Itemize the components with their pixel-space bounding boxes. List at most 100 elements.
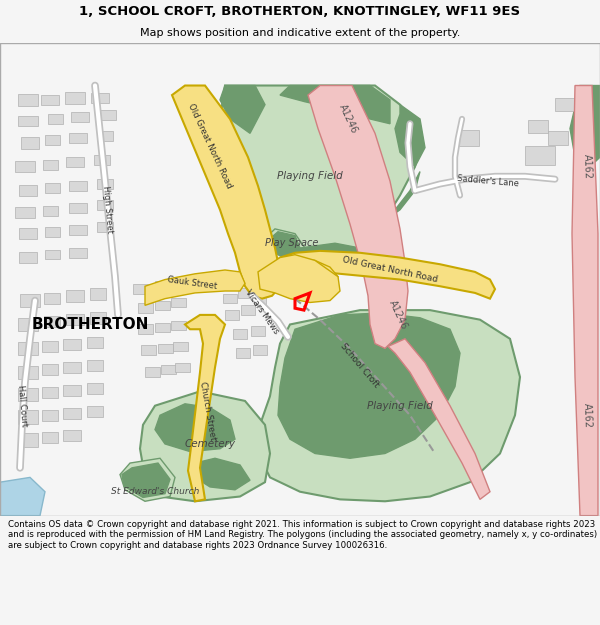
Polygon shape <box>155 404 235 452</box>
Bar <box>63 408 81 419</box>
Text: A1246: A1246 <box>387 299 409 331</box>
Bar <box>42 341 58 352</box>
Bar <box>525 146 555 165</box>
Bar <box>100 111 116 120</box>
Bar <box>15 161 35 172</box>
Text: 1, SCHOOL CROFT, BROTHERTON, KNOTTINGLEY, WF11 9ES: 1, SCHOOL CROFT, BROTHERTON, KNOTTINGLEY… <box>79 6 521 18</box>
Polygon shape <box>388 339 490 499</box>
Bar <box>137 303 152 313</box>
Text: Playing Field: Playing Field <box>367 401 433 411</box>
Text: Hall Court: Hall Court <box>16 384 28 427</box>
Bar <box>42 409 58 421</box>
Bar <box>251 326 265 336</box>
Bar <box>223 294 237 303</box>
Polygon shape <box>308 86 408 348</box>
Bar <box>175 362 190 372</box>
Bar <box>69 181 87 191</box>
Polygon shape <box>0 478 45 516</box>
Polygon shape <box>265 243 360 265</box>
Bar <box>97 131 113 141</box>
Bar <box>63 429 81 441</box>
Bar <box>69 133 87 143</box>
Polygon shape <box>265 229 305 258</box>
Polygon shape <box>375 171 420 239</box>
Bar <box>94 155 110 165</box>
Bar <box>44 183 59 192</box>
Polygon shape <box>120 458 175 501</box>
Bar <box>170 298 185 308</box>
Text: High Street: High Street <box>101 186 115 234</box>
Bar <box>19 228 37 239</box>
Bar <box>66 158 84 167</box>
Bar <box>44 316 60 328</box>
Bar <box>18 342 38 355</box>
Bar <box>18 366 38 379</box>
Bar <box>90 312 106 324</box>
Bar <box>97 179 113 189</box>
Polygon shape <box>195 458 250 490</box>
Bar <box>44 135 59 145</box>
Bar <box>157 344 173 353</box>
Bar <box>18 388 38 401</box>
Text: Saddler's Lane: Saddler's Lane <box>457 174 519 188</box>
Text: A1246: A1246 <box>337 102 359 135</box>
Bar <box>87 382 103 394</box>
Bar <box>91 93 109 103</box>
Bar <box>161 364 176 374</box>
Bar <box>155 322 170 332</box>
Bar <box>457 131 479 146</box>
Polygon shape <box>218 86 420 267</box>
Polygon shape <box>265 251 495 299</box>
Bar <box>155 301 170 310</box>
Bar <box>87 406 103 417</box>
Bar <box>18 116 38 126</box>
Bar <box>65 92 85 104</box>
Bar <box>63 339 81 350</box>
Bar <box>47 114 62 124</box>
Bar <box>19 252 37 263</box>
Bar <box>42 387 58 398</box>
Text: Old Great North Road: Old Great North Road <box>341 256 439 284</box>
Polygon shape <box>570 86 600 167</box>
Polygon shape <box>220 86 265 133</box>
Text: BROTHERTON: BROTHERTON <box>31 317 149 332</box>
Polygon shape <box>268 232 300 255</box>
Bar <box>42 431 58 443</box>
Text: Church Street: Church Street <box>199 381 218 441</box>
Polygon shape <box>572 86 598 516</box>
Bar <box>69 248 87 258</box>
Bar <box>63 384 81 396</box>
Polygon shape <box>395 104 425 167</box>
Bar <box>44 250 59 259</box>
Bar <box>18 94 38 106</box>
Polygon shape <box>258 310 520 501</box>
Bar <box>253 346 267 355</box>
Bar <box>97 222 113 232</box>
Bar <box>69 225 87 234</box>
Text: Map shows position and indicative extent of the property.: Map shows position and indicative extent… <box>140 28 460 38</box>
Bar <box>233 329 247 339</box>
Text: Cemetery: Cemetery <box>185 439 235 449</box>
Text: Vicars Mews: Vicars Mews <box>244 288 281 336</box>
Bar <box>44 227 59 236</box>
Text: A162: A162 <box>581 154 592 179</box>
Text: Play Space: Play Space <box>265 238 319 248</box>
Bar <box>18 433 38 447</box>
Bar <box>528 120 548 133</box>
Polygon shape <box>278 258 338 286</box>
Polygon shape <box>278 313 460 458</box>
Bar <box>41 95 59 104</box>
Bar <box>225 310 239 319</box>
Bar <box>18 411 38 424</box>
Bar <box>97 200 113 210</box>
Bar <box>71 112 89 122</box>
Text: A162: A162 <box>581 402 592 428</box>
Polygon shape <box>145 270 245 306</box>
Bar <box>155 281 170 291</box>
Text: St Edward's Church: St Edward's Church <box>111 488 199 496</box>
Text: Gauk Street: Gauk Street <box>167 276 217 291</box>
Bar <box>18 318 38 331</box>
Bar <box>170 321 185 330</box>
Bar <box>43 160 58 169</box>
Polygon shape <box>122 463 170 498</box>
